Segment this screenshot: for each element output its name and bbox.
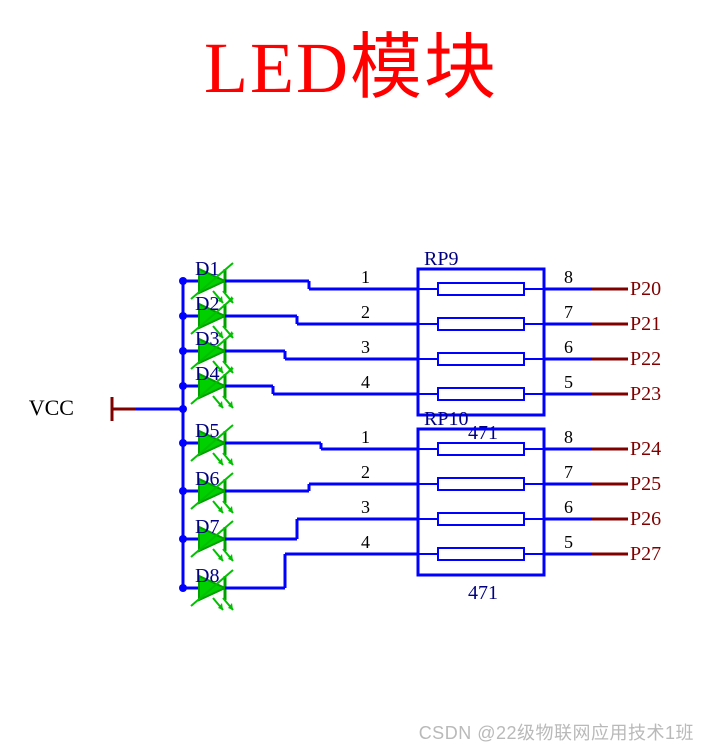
- svg-text:1: 1: [361, 267, 370, 287]
- svg-text:5: 5: [564, 372, 573, 392]
- svg-text:P22: P22: [630, 348, 661, 370]
- svg-text:8: 8: [564, 267, 573, 287]
- svg-text:3: 3: [361, 337, 370, 357]
- svg-text:5: 5: [564, 532, 573, 552]
- svg-text:8: 8: [564, 427, 573, 447]
- schematic-canvas: VCCD1D2D3D4D5D6D7D8RP947118P2027P2136P22…: [0, 0, 702, 751]
- svg-text:RP10: RP10: [424, 408, 468, 430]
- svg-text:P27: P27: [630, 543, 661, 565]
- svg-text:2: 2: [361, 462, 370, 482]
- svg-text:7: 7: [564, 302, 573, 322]
- svg-text:RP9: RP9: [424, 248, 458, 270]
- svg-text:4: 4: [361, 372, 370, 392]
- svg-text:P26: P26: [630, 508, 661, 530]
- svg-text:P23: P23: [630, 383, 661, 405]
- svg-text:6: 6: [564, 497, 573, 517]
- svg-text:471: 471: [468, 422, 498, 444]
- svg-text:4: 4: [361, 532, 370, 552]
- svg-text:P24: P24: [630, 438, 661, 460]
- svg-text:2: 2: [361, 302, 370, 322]
- svg-text:1: 1: [361, 427, 370, 447]
- svg-text:P25: P25: [630, 473, 661, 495]
- svg-text:P21: P21: [630, 313, 661, 335]
- svg-text:VCC: VCC: [29, 395, 74, 420]
- svg-text:471: 471: [468, 582, 498, 604]
- svg-text:P20: P20: [630, 278, 661, 300]
- svg-text:3: 3: [361, 497, 370, 517]
- watermark: CSDN @22级物联网应用技术1班: [419, 719, 694, 745]
- svg-text:6: 6: [564, 337, 573, 357]
- svg-text:7: 7: [564, 462, 573, 482]
